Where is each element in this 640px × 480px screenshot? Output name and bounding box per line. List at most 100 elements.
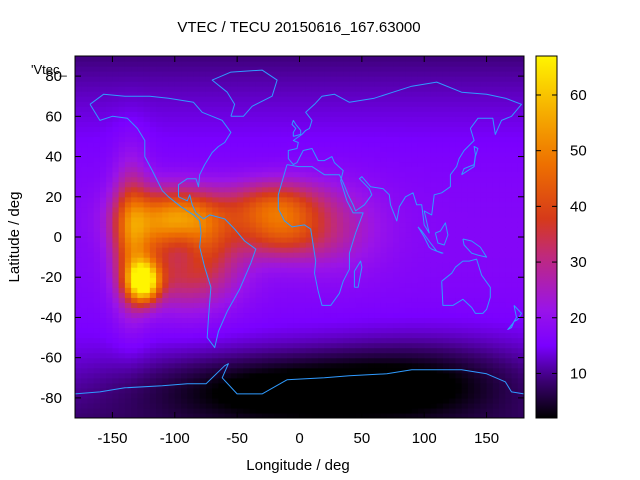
- heatmap-cell: [311, 307, 319, 314]
- heatmap-cell: [455, 221, 463, 228]
- heatmap-cell: [455, 81, 463, 87]
- heatmap-cell: [343, 312, 350, 319]
- heatmap-cell: [368, 327, 375, 334]
- heatmap-cell: [87, 282, 95, 288]
- heatmap-cell: [230, 111, 238, 117]
- heatmap-cell: [299, 211, 307, 218]
- heatmap-cell: [262, 156, 269, 163]
- heatmap-cell: [212, 166, 220, 173]
- heatmap-cell: [467, 272, 475, 278]
- heatmap-cell: [230, 342, 238, 349]
- heatmap-cell: [349, 156, 357, 163]
- heatmap-cell: [137, 151, 145, 158]
- heatmap-cell: [187, 407, 195, 414]
- heatmap-cell: [124, 181, 132, 188]
- heatmap-cell: [442, 247, 450, 253]
- heatmap-cell: [480, 136, 488, 143]
- heatmap-cell: [224, 191, 232, 198]
- heatmap-cell: [417, 81, 425, 87]
- heatmap-cell: [212, 156, 220, 163]
- heatmap-cell: [336, 412, 344, 418]
- heatmap-cell: [436, 397, 444, 404]
- heatmap-cell: [405, 176, 413, 183]
- heatmap-cell: [237, 226, 244, 233]
- heatmap-cell: [499, 221, 506, 228]
- heatmap-cell: [305, 186, 313, 193]
- heatmap-cell: [131, 66, 138, 72]
- heatmap-cell: [143, 96, 151, 102]
- heatmap-cell: [218, 86, 226, 92]
- heatmap-cell: [174, 237, 182, 243]
- heatmap-cell: [212, 267, 220, 273]
- heatmap-cell: [436, 282, 444, 288]
- heatmap-cell: [436, 216, 444, 223]
- heatmap-cell: [149, 91, 157, 97]
- heatmap-cell: [168, 352, 176, 359]
- heatmap-cell: [399, 56, 407, 62]
- heatmap-cell: [237, 116, 244, 122]
- heatmap-cell: [474, 71, 481, 77]
- heatmap-cell: [386, 81, 394, 87]
- heatmap-cell: [137, 277, 145, 283]
- heatmap-cell: [75, 136, 82, 143]
- heatmap-cell: [268, 392, 276, 399]
- heatmap-cell: [293, 247, 301, 253]
- heatmap-cell: [417, 106, 425, 112]
- heatmap-cell: [374, 131, 382, 138]
- heatmap-cell: [474, 206, 481, 213]
- heatmap-cell: [212, 206, 220, 213]
- heatmap-cell: [430, 282, 438, 288]
- heatmap-cell: [343, 76, 350, 82]
- heatmap-cell: [368, 176, 375, 183]
- heatmap-cell: [442, 367, 450, 374]
- heatmap-cell: [124, 262, 132, 268]
- heatmap-cell: [368, 247, 375, 253]
- heatmap-cell: [81, 101, 89, 107]
- heatmap-cell: [324, 307, 332, 314]
- heatmap-cell: [442, 136, 450, 143]
- heatmap-cell: [355, 161, 363, 168]
- heatmap-cell: [131, 307, 138, 314]
- heatmap-cell: [124, 237, 132, 243]
- heatmap-cell: [380, 71, 388, 77]
- heatmap-cell: [480, 282, 488, 288]
- heatmap-cell: [93, 206, 101, 213]
- heatmap-cell: [237, 156, 244, 163]
- heatmap-cell: [149, 176, 157, 183]
- heatmap-cell: [386, 327, 394, 334]
- heatmap-cell: [224, 96, 232, 102]
- heatmap-cell: [368, 372, 375, 379]
- heatmap-cell: [461, 171, 469, 178]
- heatmap-cell: [287, 86, 294, 92]
- heatmap-cell: [143, 287, 151, 293]
- heatmap-cell: [280, 357, 288, 364]
- heatmap-cell: [336, 56, 344, 62]
- heatmap-cell: [262, 66, 269, 72]
- heatmap-cell: [311, 206, 319, 213]
- heatmap-cell: [430, 166, 438, 173]
- heatmap-cell: [492, 156, 500, 163]
- heatmap-cell: [324, 372, 332, 379]
- heatmap-cell: [81, 262, 89, 268]
- heatmap-cell: [262, 372, 269, 379]
- heatmap-cell: [449, 267, 457, 273]
- heatmap-cell: [449, 407, 457, 414]
- heatmap-cell: [474, 377, 481, 384]
- heatmap-cell: [274, 317, 282, 324]
- heatmap-cell: [374, 156, 382, 163]
- heatmap-cell: [112, 71, 120, 77]
- heatmap-cell: [380, 81, 388, 87]
- heatmap-cell: [424, 91, 432, 97]
- heatmap-cell: [374, 81, 382, 87]
- heatmap-cell: [343, 211, 350, 218]
- heatmap-cell: [99, 96, 107, 102]
- heatmap-cell: [449, 307, 457, 314]
- heatmap-cell: [131, 357, 138, 364]
- heatmap-cell: [424, 101, 432, 107]
- heatmap-cell: [112, 76, 120, 82]
- heatmap-cell: [243, 176, 251, 183]
- heatmap-cell: [112, 357, 120, 364]
- heatmap-cell: [287, 382, 294, 389]
- heatmap-cell: [336, 226, 344, 233]
- heatmap-cell: [230, 151, 238, 158]
